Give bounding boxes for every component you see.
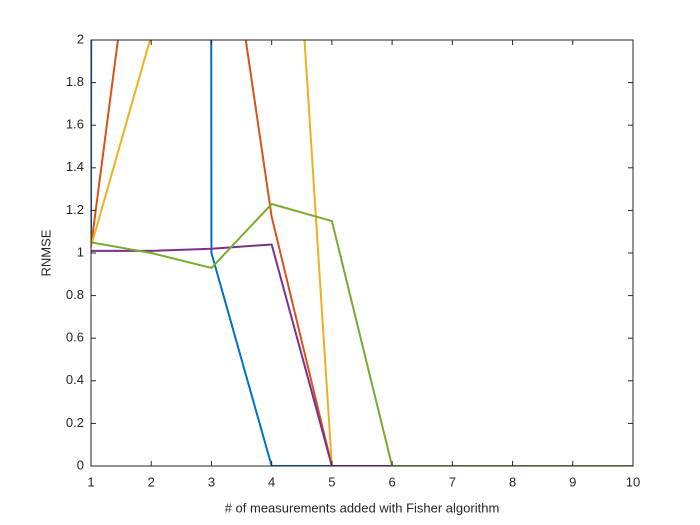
y-tick-label: 1.6	[66, 117, 84, 132]
y-tick-label: 1	[77, 244, 84, 259]
data-line	[91, 203, 633, 466]
x-tick-label: 7	[449, 474, 456, 489]
y-tick-label: 0	[77, 457, 84, 472]
x-tick-label: 3	[208, 474, 215, 489]
y-tick-label: 0.8	[66, 287, 84, 302]
x-tick-label: 1	[87, 474, 94, 489]
y-tick-label: 1.2	[66, 202, 84, 217]
x-tick-label: 5	[328, 474, 335, 489]
y-tick-label: 0.2	[66, 415, 84, 430]
x-axis-label: # of measurements added with Fisher algo…	[225, 500, 500, 515]
x-tick-label: 2	[148, 474, 155, 489]
y-tick-label: 2	[77, 31, 84, 46]
x-tick-label: 10	[626, 474, 640, 489]
plot-area	[91, 40, 633, 466]
y-axis-label: RNMSE	[38, 229, 53, 276]
x-tick-label: 6	[388, 474, 395, 489]
y-tick-label: 0.4	[66, 372, 84, 387]
x-tick-label: 4	[268, 474, 275, 489]
y-tick-label: 1.4	[66, 159, 84, 174]
y-tick-label: 1.8	[66, 74, 84, 89]
x-tick-label: 9	[569, 474, 576, 489]
x-tick-label: 8	[509, 474, 516, 489]
data-line	[91, 243, 633, 466]
y-tick-label: 0.6	[66, 330, 84, 345]
